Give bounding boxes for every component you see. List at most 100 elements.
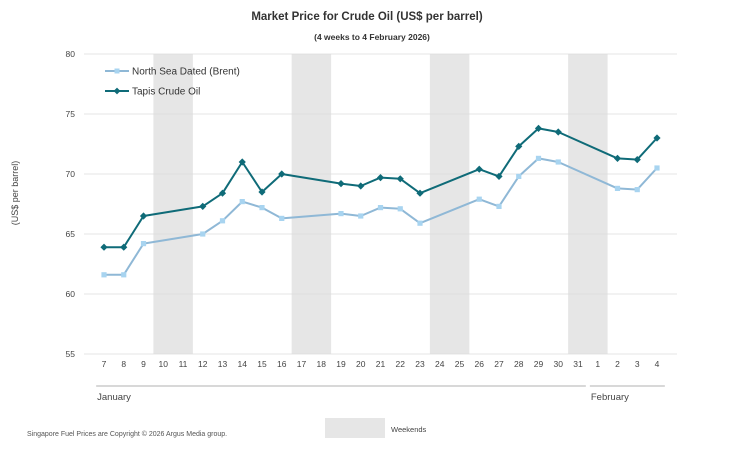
x-tick-label: 23 — [415, 359, 425, 369]
data-point-north-sea-dated-brent — [614, 185, 621, 191]
x-tick-label: 25 — [455, 359, 465, 369]
x-tick-label: 16 — [277, 359, 287, 369]
data-point-tapis-crude-oil — [278, 170, 286, 178]
legend-marker-north-sea-dated-brent — [114, 68, 120, 74]
chart-title: Market Price for Crude Oil (US$ per barr… — [251, 11, 483, 23]
data-point-north-sea-dated-brent — [476, 196, 482, 202]
data-point-north-sea-dated-brent — [279, 215, 285, 221]
data-point-tapis-crude-oil — [475, 165, 483, 173]
x-tick-label: 9 — [141, 359, 146, 369]
data-point-tapis-crude-oil — [416, 189, 424, 197]
x-tick-label: 17 — [297, 359, 307, 369]
data-point-north-sea-dated-brent — [555, 159, 561, 165]
x-tick-label: 27 — [494, 359, 504, 369]
y-axis-label: (US$ per barrel) — [10, 161, 20, 226]
x-tick-label: 22 — [396, 359, 406, 369]
x-tick-label: 3 — [635, 359, 640, 369]
y-tick-label-55: 55 — [66, 349, 76, 359]
x-tick-label: 19 — [336, 359, 346, 369]
data-point-tapis-crude-oil — [554, 128, 562, 136]
data-point-tapis-crude-oil — [653, 134, 661, 142]
data-point-north-sea-dated-brent — [397, 206, 403, 212]
data-point-tapis-crude-oil — [199, 202, 207, 210]
data-point-north-sea-dated-brent — [200, 231, 206, 237]
data-point-north-sea-dated-brent — [496, 203, 502, 209]
y-tick-label-80: 80 — [66, 49, 76, 59]
data-point-tapis-crude-oil — [396, 175, 404, 183]
data-point-north-sea-dated-brent — [358, 213, 364, 219]
legend-marker-tapis-crude-oil — [113, 87, 121, 95]
data-point-tapis-crude-oil — [258, 188, 266, 196]
month-axis: January February — [96, 385, 665, 403]
month-label-february: February — [591, 392, 629, 403]
data-point-north-sea-dated-brent — [101, 272, 107, 278]
data-point-tapis-crude-oil — [120, 243, 128, 251]
data-point-tapis-crude-oil — [515, 142, 523, 150]
data-point-north-sea-dated-brent — [121, 272, 127, 278]
x-tick-label: 20 — [356, 359, 366, 369]
y-tick-label-70: 70 — [66, 169, 76, 179]
data-point-north-sea-dated-brent — [259, 205, 265, 211]
x-tick-label: 24 — [435, 359, 445, 369]
y-tick-label-65: 65 — [66, 229, 76, 239]
data-point-tapis-crude-oil — [534, 124, 543, 132]
data-point-tapis-crude-oil — [139, 212, 148, 220]
data-point-north-sea-dated-brent — [634, 187, 640, 193]
x-tick-label: 14 — [238, 359, 248, 369]
x-tick-label: 30 — [554, 359, 564, 369]
data-point-north-sea-dated-brent — [239, 199, 245, 205]
x-axis-ticks: 7 8 9 10 11 12 13 14 15 16 17 18 19 20 21 22 23 24 25 26 27 2… — [102, 359, 660, 369]
gridlines — [84, 53, 677, 355]
x-tick-label: 28 — [514, 359, 524, 369]
data-point-north-sea-dated-brent — [516, 173, 522, 179]
x-tick-label: 15 — [257, 359, 267, 369]
legend-label-north-sea-dated-brent: North Sea Dated (Brent) — [132, 67, 240, 78]
weekend-legend-label: Weekends — [391, 425, 427, 434]
x-tick-label: 13 — [218, 359, 228, 369]
legend: North Sea Dated (Brent) Tapis Crude Oil — [105, 67, 240, 98]
weekend-band-17-18 — [291, 54, 332, 354]
data-point-tapis-crude-oil — [337, 180, 345, 188]
x-tick-label: 26 — [475, 359, 485, 369]
data-point-north-sea-dated-brent — [219, 218, 226, 224]
chart-subtitle: (4 weeks to 4 February 2026) — [314, 32, 430, 42]
data-point-tapis-crude-oil — [100, 243, 108, 251]
data-point-tapis-crude-oil — [376, 174, 385, 182]
data-point-north-sea-dated-brent — [377, 205, 384, 211]
copyright-notice: Singapore Fuel Prices are Copyright © 20… — [27, 430, 227, 438]
data-point-tapis-crude-oil — [357, 182, 365, 190]
x-tick-label: 4 — [655, 359, 660, 369]
data-point-tapis-crude-oil — [218, 189, 227, 197]
series-lines — [100, 124, 661, 278]
x-tick-label: 1 — [595, 359, 600, 369]
y-tick-label-60: 60 — [66, 289, 76, 299]
y-tick-label-75: 75 — [66, 109, 76, 119]
x-tick-label: 11 — [179, 359, 188, 369]
x-tick-label: 29 — [534, 359, 544, 369]
data-point-north-sea-dated-brent — [654, 165, 660, 171]
legend-label-tapis-crude-oil: Tapis Crude Oil — [132, 87, 200, 98]
month-label-january: January — [97, 392, 131, 403]
weekend-band-10-11 — [153, 54, 193, 354]
weekend-legend-swatch — [325, 418, 385, 438]
x-tick-label: 8 — [121, 359, 126, 369]
x-tick-label: 2 — [615, 359, 620, 369]
x-tick-label: 21 — [376, 359, 386, 369]
data-point-north-sea-dated-brent — [338, 211, 344, 217]
x-tick-label: 10 — [159, 359, 169, 369]
data-point-north-sea-dated-brent — [535, 155, 542, 161]
weekend-band-31-1 — [568, 54, 608, 354]
x-tick-label: 12 — [198, 359, 208, 369]
data-point-tapis-crude-oil — [238, 158, 246, 166]
data-point-north-sea-dated-brent — [417, 220, 423, 226]
data-point-tapis-crude-oil — [495, 172, 503, 180]
y-axis-ticks: 55 60 65 70 75 80 — [66, 49, 76, 359]
weekend-band-24-25 — [429, 54, 470, 354]
data-point-tapis-crude-oil — [633, 156, 641, 164]
x-tick-label: 31 — [573, 359, 583, 369]
x-tick-label: 7 — [102, 359, 107, 369]
data-point-north-sea-dated-brent — [140, 241, 147, 247]
weekend-bands — [153, 54, 608, 354]
x-tick-label: 18 — [317, 359, 327, 369]
